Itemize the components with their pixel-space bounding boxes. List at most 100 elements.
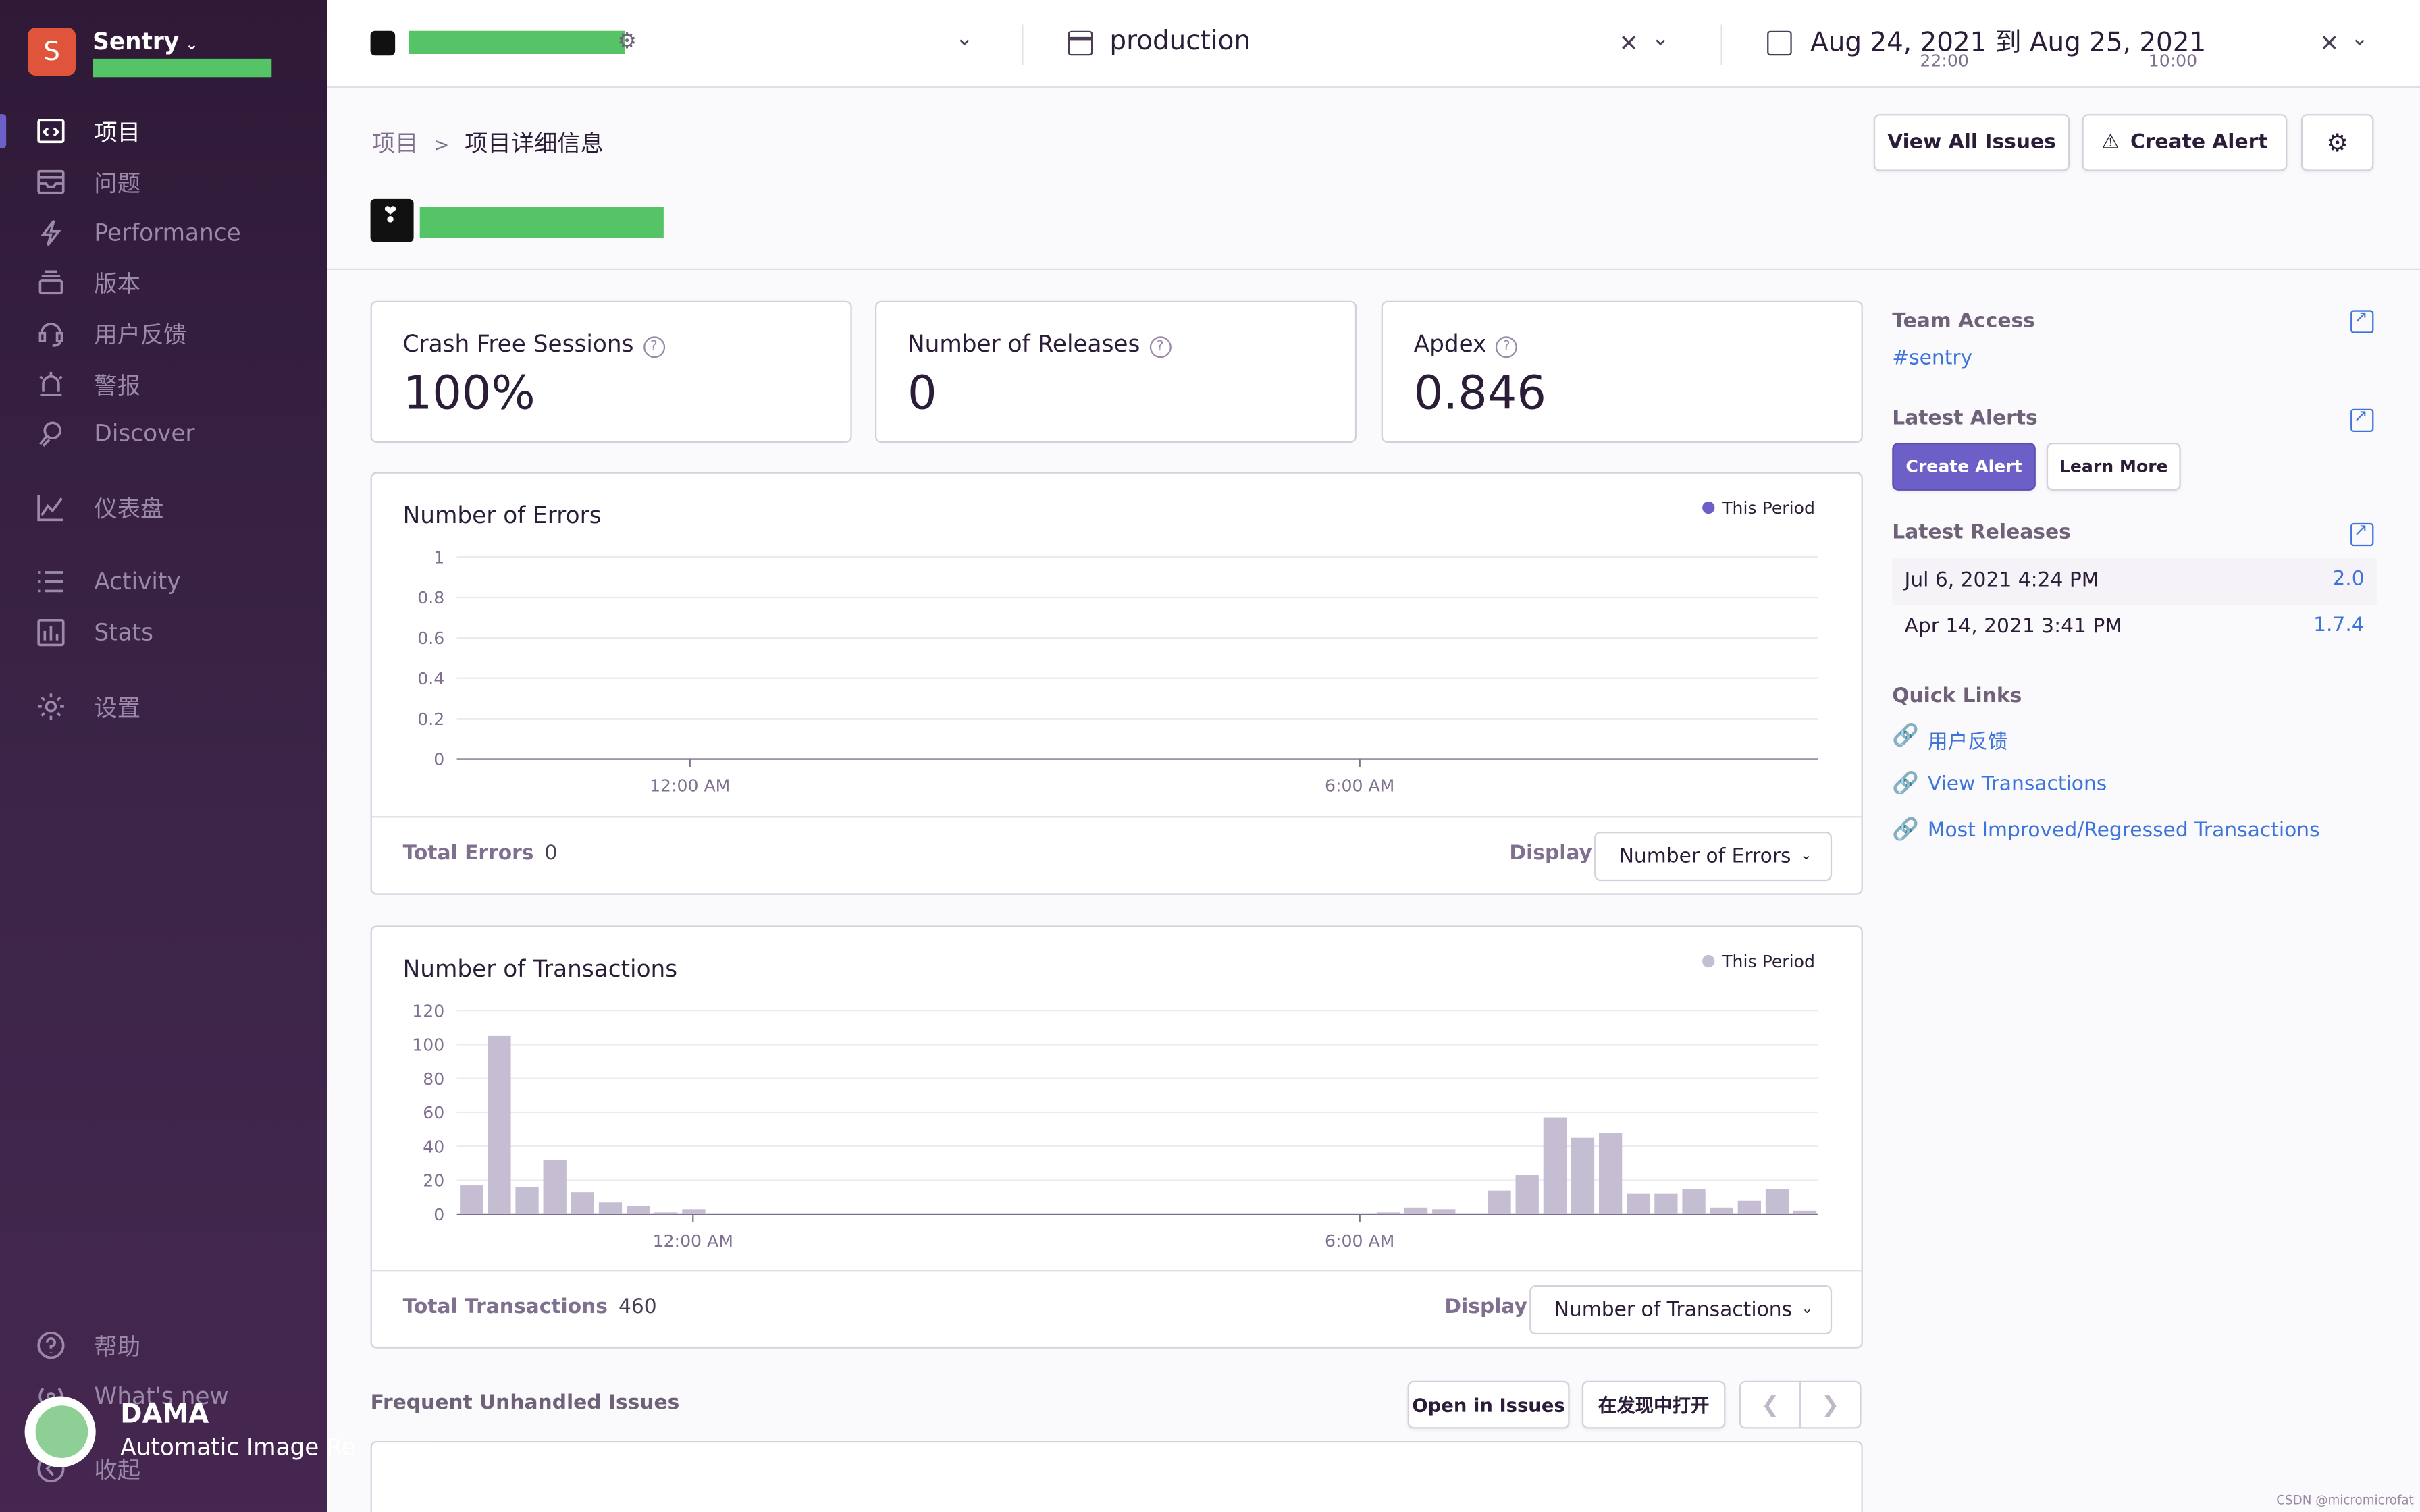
chevron-down-icon[interactable]: ⌄ [2350,26,2369,51]
bar [682,1209,706,1214]
issues-icon [34,165,68,199]
prev-page-button[interactable]: ❮ [1739,1380,1801,1429]
score-title: Number of Releases? [908,330,1172,358]
date-end-time: 10:00 [2148,51,2198,72]
question-icon[interactable]: ? [643,336,665,358]
environment-selector[interactable]: production [1109,26,1251,57]
release-date: Apr 14, 2021 3:41 PM [1904,615,2122,639]
open-in-issues-button[interactable]: Open in Issues [1407,1380,1570,1429]
sidebar-item-collapse[interactable]: 收起 [0,1446,327,1492]
create-alert-primary-button[interactable]: Create Alert [1892,442,2036,491]
display-dropdown[interactable]: Number of Transactions ⌄ [1529,1285,1833,1335]
org-name[interactable]: Sentry ⌄ [93,28,199,56]
dama-overlay: DAMA Automatic Image Re [24,1392,356,1467]
sidebar-item-activity[interactable]: Activity [0,558,327,605]
errors-chart: 0 0.2 0.4 0.6 0.8 1 12:00 AM 6:00 AM [417,547,1818,796]
bar [1737,1200,1761,1214]
chart-legend[interactable]: This Period [1702,952,1815,972]
next-page-button[interactable]: ❯ [1799,1380,1862,1429]
bar [1376,1212,1400,1214]
y-tick-label: 20 [423,1171,444,1191]
page-header: 项目>项目详细信息 View All Issues ⚠Create Alert … [327,88,2420,270]
project-selector[interactable] [409,30,625,54]
score-title: Crash Free Sessions? [403,330,665,358]
sidebar-item-stats[interactable]: Stats [0,610,327,656]
chart-legend[interactable]: This Period [1702,498,1815,518]
gear-icon[interactable]: ⚙ [617,29,637,54]
breadcrumb-root[interactable]: 项目 [371,129,419,158]
sidebar-item-issues[interactable]: 问题 [0,159,327,205]
bar [488,1035,511,1214]
chevron-down-icon[interactable]: ⌄ [1651,26,1670,51]
y-tick-label: 80 [423,1069,444,1089]
date-range-selector[interactable]: Aug 24, 2021 到 Aug 25, 2021 [1810,28,2207,59]
latest-alerts-heading: Latest Alerts [1892,407,2038,431]
dama-subtitle: Automatic Image Re [120,1433,356,1461]
sidebar-item-label: 收起 [94,1455,141,1484]
question-icon[interactable]: ? [1496,336,1518,358]
x-tick-label: 12:00 AM [653,1231,733,1251]
sidebar-item-releases[interactable]: 版本 [0,259,327,306]
chart-title: Number of Errors [402,501,602,529]
project-settings-button[interactable]: ⚙ [2300,114,2374,171]
external-link-icon[interactable] [2350,520,2374,547]
sidebar: S Sentry ⌄ 项目 问题 Performance 版本 [0,0,356,1512]
sidebar-item-label: 用户反馈 [94,320,187,348]
clear-environment-icon[interactable]: ✕ [1619,29,1639,57]
sidebar-item-alerts[interactable]: 警报 [0,361,327,408]
score-value: 0.846 [1413,367,1547,421]
external-link-icon[interactable] [2350,307,2374,333]
x-tick-label: 6:00 AM [1325,776,1394,796]
display-label: Display [1509,842,1592,866]
sidebar-item-whats-new[interactable]: What's new [0,1373,327,1420]
release-version[interactable]: 2.0 [2332,568,2365,591]
quick-link-user-feedback[interactable]: 用户反馈 [1927,731,2008,755]
y-tick-label: 100 [412,1035,444,1055]
bar [1654,1193,1678,1214]
sidebar-item-user-feedback[interactable]: 用户反馈 [0,310,327,356]
release-version[interactable]: 1.7.4 [2313,614,2365,637]
sidebar-item-label: 帮助 [94,1332,141,1360]
open-in-discover-button[interactable]: 在发现中打开 [1581,1380,1726,1429]
sidebar-item-label: 问题 [94,169,141,197]
sidebar-item-label: What's new [94,1382,229,1411]
view-all-issues-button[interactable]: View All Issues [1873,114,2070,171]
sidebar-item-dashboards[interactable]: 仪表盘 [0,485,327,531]
divider [1720,24,1722,65]
global-selection-header: ⚙ ⌄ production ✕ ⌄ Aug 24, 2021 到 Aug 25… [327,0,2420,88]
quick-link-improved-regressed[interactable]: Most Improved/Regressed Transactions [1927,819,2320,842]
clear-date-icon[interactable]: ✕ [2319,29,2340,57]
sidebar-item-performance[interactable]: Performance [0,210,327,256]
sidebar-item-projects[interactable]: 项目 [0,108,327,155]
chevron-down-icon[interactable]: ⌄ [955,26,974,51]
y-tick-label: 0.2 [417,709,444,729]
y-tick-label: 0.8 [417,588,444,608]
latest-releases-heading: Latest Releases [1892,521,2071,545]
release-row[interactable]: Apr 14, 2021 3:41 PM 1.7.4 [1892,605,2377,651]
release-row[interactable]: Jul 6, 2021 4:24 PM 2.0 [1892,558,2377,605]
external-link-icon[interactable] [2350,406,2374,432]
sidebar-item-label: Activity [94,568,181,596]
projects-icon [34,114,68,148]
calendar-icon [1767,30,1792,56]
y-tick-label: 0 [433,1205,444,1224]
sidebar-item-settings[interactable]: 设置 [0,684,327,730]
display-dropdown[interactable]: Number of Errors ⌄ [1594,831,1833,882]
project-platform-icon [370,30,396,56]
team-link[interactable]: #sentry [1892,347,1973,371]
question-icon[interactable]: ? [1149,336,1172,358]
bar [1488,1190,1511,1214]
redacted-user [93,58,272,78]
sidebar-item-discover[interactable]: Discover [0,410,327,457]
org-switcher[interactable]: S Sentry ⌄ [28,28,272,78]
create-alert-button[interactable]: ⚠ Create Alert [2082,114,2288,171]
chevron-down-icon: ⌄ [1800,848,1812,864]
divider [1022,24,1024,65]
learn-more-button[interactable]: Learn More [2046,442,2181,491]
bar [1793,1210,1817,1214]
sidebar-item-help[interactable]: 帮助 [0,1322,327,1369]
link-icon: 🔗 [1892,817,1920,842]
dama-logo [24,1396,96,1467]
chevron-right-icon: ❯ [1821,1392,1840,1418]
quick-link-view-transactions[interactable]: View Transactions [1927,773,2107,796]
